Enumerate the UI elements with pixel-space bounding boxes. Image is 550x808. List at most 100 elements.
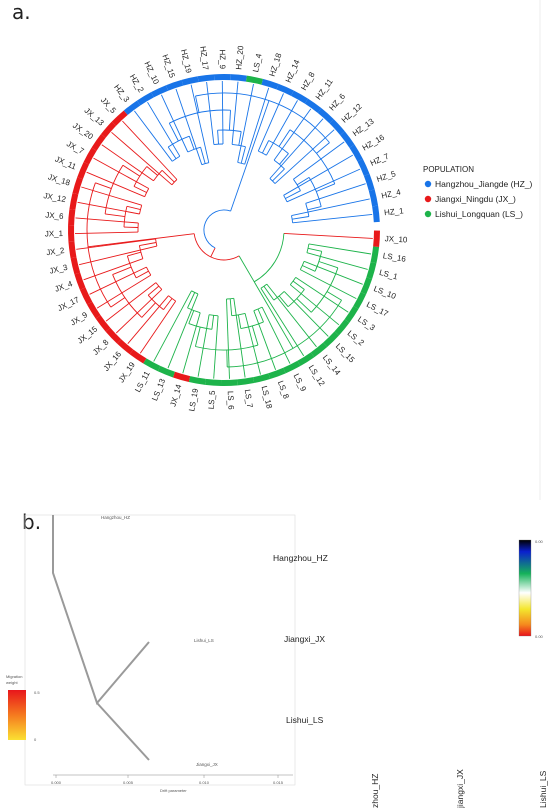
leaf-label: JX_12 (43, 191, 68, 204)
tip-label-jx: Jiangxi_JX (196, 762, 218, 767)
ring-segment (79, 287, 93, 305)
tree-branch (111, 131, 173, 186)
ring-segment (323, 331, 339, 348)
ring-segment (372, 205, 380, 223)
panel-a-label: a. (12, 0, 31, 24)
tree-branch (279, 153, 289, 165)
tree-branch (251, 325, 259, 346)
ring-segment (165, 79, 184, 91)
ring-segment (237, 377, 255, 386)
tree-branch (272, 168, 285, 182)
tree-branch (201, 162, 209, 166)
tree-branch (127, 251, 142, 257)
tree-branch (126, 205, 141, 211)
tree-branch (292, 213, 373, 224)
tree-branch (291, 198, 370, 217)
tree-branch (283, 232, 373, 239)
tree-branch (283, 195, 288, 202)
tree-branch (257, 308, 264, 323)
ring-segment (334, 319, 350, 336)
tree-branch (115, 289, 163, 334)
ring-segment (360, 277, 373, 295)
tree-branch (278, 129, 291, 147)
tree-branch (141, 302, 156, 318)
tree-branch (206, 81, 215, 145)
ring-segment (100, 121, 117, 138)
tree-branch (209, 314, 219, 317)
leaf-label: HZ_1 (384, 206, 405, 217)
ring-segment (230, 74, 247, 82)
ring-segment (72, 177, 83, 195)
tree-branch (316, 183, 335, 192)
ring-segment (68, 241, 77, 259)
tree-branch (293, 178, 301, 191)
tree-branch (238, 131, 242, 146)
tree-branch (238, 255, 294, 349)
ring-segment (151, 85, 169, 98)
tree-branch (153, 290, 192, 362)
tree-branch (86, 171, 145, 198)
leaf-label: HZ_20 (234, 45, 245, 70)
leaf-label: LS_7 (243, 389, 255, 409)
tree-branch (244, 87, 270, 165)
tree-branch (213, 315, 219, 379)
tree-branch (75, 217, 139, 224)
tree-branch (217, 129, 242, 132)
tree-branch (210, 247, 216, 258)
ring-segment (366, 261, 377, 280)
tree-branch (112, 266, 132, 276)
residual-row-label-ls: Lishui_LS (286, 715, 324, 725)
tree-branch (105, 282, 157, 322)
tree-branch (226, 298, 230, 379)
ring-segment (253, 373, 271, 384)
leaf-label: LS_5 (207, 390, 217, 410)
treemix-plot-frame (24, 514, 296, 786)
tree-branch (81, 186, 142, 206)
tree-branch (190, 84, 210, 163)
ring-segment (95, 315, 111, 332)
population-legend: POPULATION Hangzhou_Jiangde (HZ_) Jiangx… (423, 165, 533, 219)
tree-branch (237, 161, 245, 165)
tree-branch (266, 100, 298, 156)
residual-row-label-hz: Hangzhou_HZ (273, 553, 328, 563)
x-axis-label: Drift parameter (160, 788, 187, 793)
tree-branch (127, 295, 169, 344)
leaf-label: LS_16 (382, 251, 407, 264)
leaf-label: JX_10 (384, 234, 408, 244)
tree-branch (147, 101, 181, 157)
ring-segment (304, 98, 322, 113)
residual-color-scale (518, 539, 532, 637)
tree-branch (230, 100, 270, 212)
tree-branch (172, 155, 181, 162)
tree-branch (273, 291, 285, 301)
tree-branch (93, 157, 149, 189)
leaf-label: HZ_17 (198, 46, 210, 71)
ring-segment (245, 75, 263, 85)
tree-branch (308, 243, 372, 255)
ring-segment (188, 376, 206, 385)
tree-branch (168, 295, 176, 302)
drift-branch-hz (52, 515, 150, 705)
tree-branch (133, 185, 147, 193)
population-ring (68, 74, 380, 386)
tree-branch (296, 298, 312, 313)
tree-branch (303, 260, 363, 285)
tree-branch (87, 233, 195, 248)
tip-label-ls: Lishui_LS (194, 638, 214, 643)
legend-ls-label: Lishui_Longquan (LS_) (435, 209, 523, 219)
tree-branch (229, 298, 233, 316)
tree-branch (300, 269, 357, 299)
tree-branch (228, 110, 231, 131)
tree-branch (273, 159, 285, 170)
tree-branch (274, 129, 335, 184)
tree-branch (237, 83, 254, 163)
tree-branch (147, 285, 160, 296)
tree-branch (187, 292, 196, 309)
tree-branch (167, 146, 177, 159)
tree-branch (203, 209, 231, 249)
tree-branch (286, 168, 361, 203)
tree-branch (161, 169, 175, 183)
ring-segment (87, 301, 101, 319)
tree-branch (195, 95, 200, 113)
